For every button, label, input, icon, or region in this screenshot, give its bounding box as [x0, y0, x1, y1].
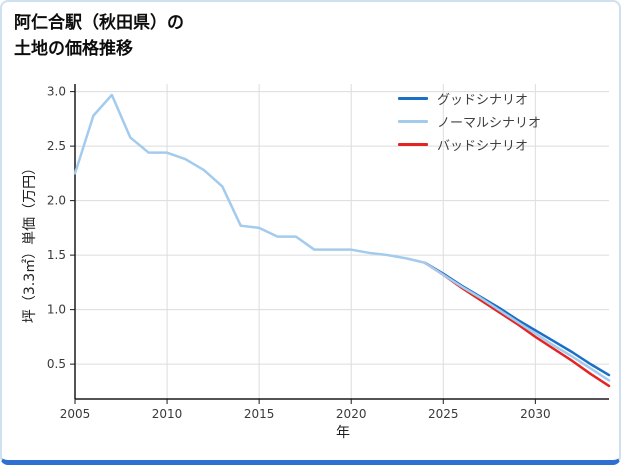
bad-scenario-line-swatch [398, 143, 428, 146]
legend-item-bad-scenario: バッドシナリオ [398, 137, 541, 154]
legend-item-good-scenario: グッドシナリオ [398, 91, 541, 108]
chart-title: 阿仁合駅（秋田県）の 土地の価格推移 [14, 10, 184, 63]
svg-text:2025: 2025 [428, 407, 459, 421]
legend-label-bad: バッドシナリオ [437, 139, 529, 154]
svg-text:2030: 2030 [520, 407, 551, 421]
svg-text:2015: 2015 [244, 407, 275, 421]
svg-text:1.5: 1.5 [47, 248, 66, 262]
svg-text:2010: 2010 [152, 407, 183, 421]
svg-text:1.0: 1.0 [47, 303, 66, 317]
normal-scenario-line-swatch [398, 120, 428, 123]
svg-text:2005: 2005 [60, 407, 91, 421]
svg-text:2020: 2020 [336, 407, 367, 421]
legend-label-normal: ノーマルシナリオ [437, 116, 542, 131]
legend-label-good: グッドシナリオ [437, 93, 529, 108]
x-axis-label: 年 [336, 425, 350, 441]
legend: グッドシナリオ ノーマルシナリオ バッドシナリオ [398, 91, 542, 154]
chart-title-line1: 阿仁合駅（秋田県）の [14, 13, 184, 33]
y-axis-label: 坪（3.3㎡）単価（万円） [22, 160, 38, 324]
chart-title-line2: 土地の価格推移 [14, 39, 133, 60]
svg-text:3.0: 3.0 [47, 85, 66, 99]
land-price-line-chart: 2005 2010 2015 2020 2025 2030 0.5 1.0 1.5 2.0 2.5 3… [47, 84, 611, 421]
good-scenario-line-swatch [398, 97, 428, 100]
svg-text:2.5: 2.5 [47, 139, 66, 153]
svg-text:2.0: 2.0 [47, 194, 66, 208]
legend-item-normal-scenario: ノーマルシナリオ [398, 114, 542, 131]
svg-text:0.5: 0.5 [47, 357, 66, 371]
